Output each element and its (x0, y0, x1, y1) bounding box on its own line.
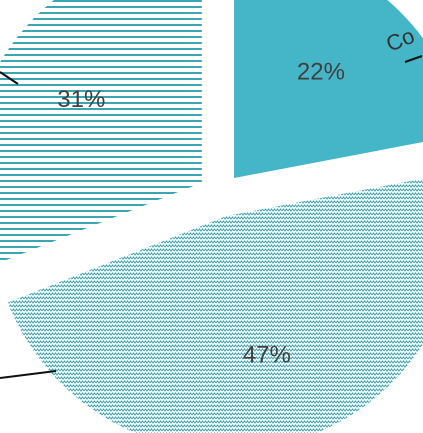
leader-line-2 (0, 370, 57, 379)
pie-slice-2 (7, 178, 423, 433)
leader-line-1 (404, 55, 423, 63)
leader-line-3 (0, 71, 19, 85)
pie-slice-1 (234, 0, 423, 179)
slice-percent-label-3: 31% (57, 86, 105, 113)
pie-slice-3 (0, 0, 202, 263)
slice-percent-label-1: 22% (297, 58, 345, 85)
slice-percent-label-2: 47% (243, 341, 291, 368)
